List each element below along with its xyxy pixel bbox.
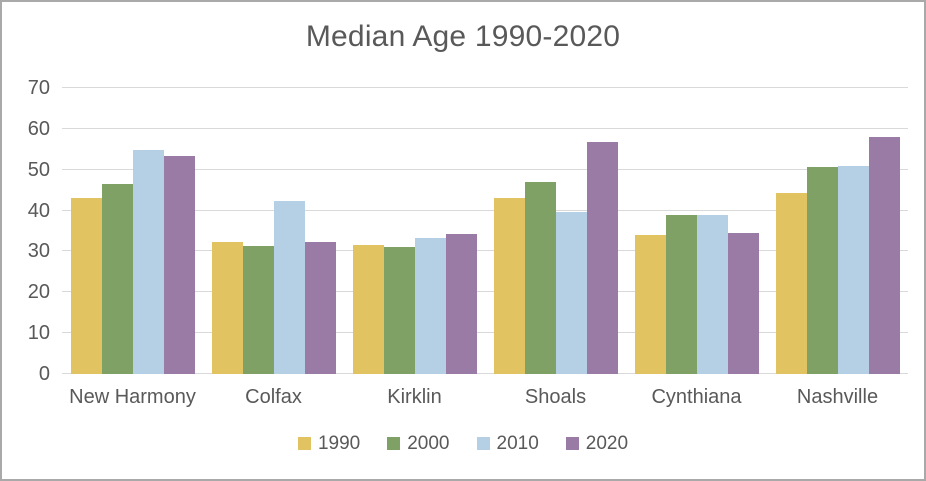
legend-item-2000: 2000 [387, 433, 450, 454]
legend-label-2020: 2020 [585, 433, 629, 454]
bar-group-nashville [767, 88, 908, 374]
bar-group-shoals [485, 88, 626, 374]
legend-item-2020: 2020 [565, 433, 629, 454]
legend-swatch-icon [297, 437, 311, 450]
legend-item-2010: 2010 [476, 433, 539, 454]
bar-2000-cynthiana [665, 215, 697, 374]
bar-group-cynthiana [626, 88, 767, 374]
legend: 1990 2000 2010 2020 [2, 434, 924, 453]
gridline-20 [62, 291, 908, 293]
bar-2010-kirklin [414, 237, 446, 374]
legend-swatch-icon [387, 437, 401, 450]
y-tick-label-50: 50 [27, 158, 50, 181]
bar-group-colfax [203, 88, 344, 374]
bar-2010-colfax [273, 200, 305, 374]
gridline-60 [62, 127, 908, 129]
bar-1990-nashville [775, 193, 807, 374]
gridline-10 [62, 332, 908, 334]
x-label-kirklin: Kirklin [387, 386, 442, 408]
bar-1990-kirklin [352, 244, 384, 374]
y-axis: 0 10 20 30 40 50 60 70 [2, 78, 50, 384]
y-tick-label-40: 40 [27, 199, 50, 222]
bar-2010-shoals [555, 212, 587, 374]
x-label-colfax: Colfax [245, 386, 302, 408]
y-tick-label-60: 60 [27, 117, 50, 140]
bar-2010-cynthiana [696, 215, 728, 374]
x-label-nashville: Nashville [796, 386, 879, 408]
legend-swatch-icon [565, 437, 579, 450]
y-tick-label-20: 20 [27, 281, 50, 304]
bar-1990-colfax [211, 242, 243, 374]
bar-1990-shoals [493, 197, 525, 374]
bar-2010-new-harmony [132, 150, 164, 374]
bar-2000-kirklin [383, 247, 415, 374]
x-axis: New Harmony Colfax Kirklin Shoals Cynthiana N… [62, 386, 908, 409]
legend-swatch-icon [476, 437, 490, 450]
gridline-30 [62, 250, 908, 252]
bar-group-new-harmony [62, 88, 203, 374]
bar-2000-new-harmony [101, 184, 133, 374]
bar-2020-shoals [586, 142, 618, 374]
bar-group-kirklin [344, 88, 485, 374]
bar-groups [62, 88, 908, 374]
y-tick-label-10: 10 [27, 322, 50, 345]
bar-2010-nashville [837, 166, 869, 374]
y-tick-label-70: 70 [27, 77, 50, 99]
x-label-cynthiana: Cynthiana [651, 386, 742, 408]
y-tick-label-30: 30 [27, 240, 50, 263]
bar-2020-kirklin [445, 233, 477, 374]
bar-2020-nashville [868, 136, 900, 374]
x-label-shoals: Shoals [524, 386, 587, 408]
bar-2000-shoals [524, 181, 556, 374]
plot-area [62, 87, 908, 374]
legend-label-2000: 2000 [407, 433, 450, 454]
gridline-70 [62, 87, 908, 88]
x-label-new-harmony: New Harmony [69, 386, 196, 408]
bar-2000-colfax [242, 245, 274, 374]
legend-item-1990: 1990 [297, 433, 361, 454]
gridline-50 [62, 168, 908, 170]
bar-2000-nashville [806, 167, 838, 374]
gridline-0 [62, 373, 908, 374]
bar-2020-colfax [304, 241, 336, 374]
bar-1990-new-harmony [70, 197, 102, 374]
legend-label-2010: 2010 [496, 433, 539, 454]
gridline-40 [62, 209, 908, 211]
chart-title: Median Age 1990-2020 [305, 20, 621, 53]
bar-2020-cynthiana [727, 233, 759, 374]
y-tick-label-0: 0 [38, 363, 50, 385]
bar-2020-new-harmony [163, 156, 195, 374]
legend-label-1990: 1990 [317, 433, 361, 454]
bar-1990-cynthiana [634, 235, 666, 374]
